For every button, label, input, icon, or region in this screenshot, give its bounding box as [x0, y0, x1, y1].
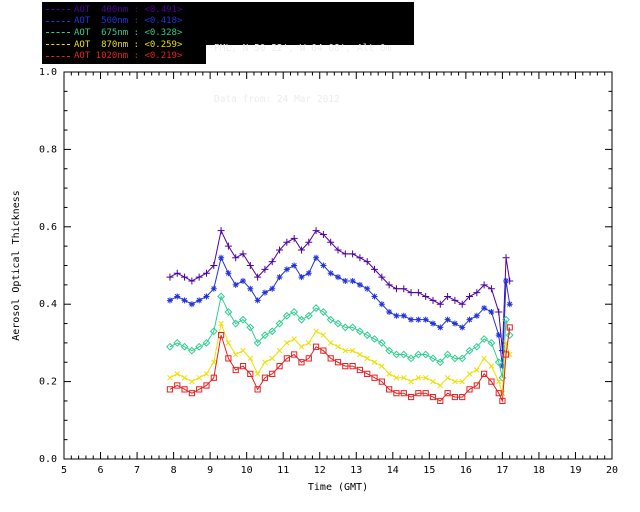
svg-text:14: 14: [387, 465, 399, 476]
svg-text:15: 15: [423, 465, 435, 476]
svg-text:11: 11: [277, 465, 289, 476]
legend-row: AOT 500nm : <0.418>: [46, 16, 202, 26]
legend-line-sample: [46, 32, 70, 34]
legend-label: AOT 675nm : <0.328>: [74, 27, 183, 38]
svg-text:5: 5: [61, 465, 67, 476]
svg-text:0.6: 0.6: [39, 222, 57, 233]
svg-text:0.4: 0.4: [39, 299, 57, 310]
series-aot-1020nm: [166, 324, 513, 405]
svg-text:9: 9: [207, 465, 213, 476]
svg-text:0.2: 0.2: [39, 377, 57, 388]
svg-text:19: 19: [569, 465, 581, 476]
svg-text:18: 18: [533, 465, 545, 476]
svg-text:10: 10: [241, 465, 253, 476]
legend-row: AOT 870nm : <0.259>: [46, 40, 202, 50]
svg-text:1.0: 1.0: [39, 67, 57, 78]
legend-row: AOT 400nm : <0.491>: [46, 5, 202, 15]
svg-text:0.8: 0.8: [39, 144, 57, 155]
svg-text:8: 8: [171, 465, 177, 476]
legend-label: AOT 870nm : <0.259>: [74, 39, 183, 50]
legend-label: AOT 1020nm : <0.219>: [74, 51, 183, 62]
legend-label: AOT 400nm : <0.491>: [74, 4, 183, 15]
legend-line-sample: [46, 44, 70, 46]
header-info: PML, N 50 22', W 04 08', Alt 0m Data fro…: [206, 2, 414, 105]
y-axis-label: Aerosol Optical Thickness: [11, 190, 22, 341]
y-axis: 0.0 0.2 0.4 0.6 0.8 1.0 Aerosol Optical Thickn…: [11, 67, 612, 465]
series-aot-675nm: [166, 292, 514, 382]
station-info: PML, N 50 22', W 04 08', Alt 0m: [214, 43, 392, 54]
legend-line-sample: [46, 20, 70, 22]
x-axis: 5 6 7 8 9 10 11 12 13 14 15 16 17 18 19 20 Time (GMT): [61, 72, 618, 493]
svg-text:7: 7: [134, 465, 140, 476]
svg-text:20: 20: [606, 465, 618, 476]
legend-label: AOT 500nm : <0.418>: [74, 16, 183, 27]
legend-line-sample: [46, 9, 70, 11]
series-aot-500nm: [166, 254, 513, 370]
svg-text:6: 6: [98, 465, 104, 476]
legend-line-sample: [46, 55, 70, 57]
legend: AOT 400nm : <0.491> AOT 500nm : <0.418> AO…: [42, 2, 206, 64]
svg-text:0.0: 0.0: [39, 454, 57, 465]
series-aot-400nm: [166, 227, 514, 355]
svg-text:12: 12: [314, 465, 326, 476]
series-aot-870nm: [167, 320, 513, 396]
legend-row: AOT 675nm : <0.328>: [46, 28, 202, 38]
svg-text:13: 13: [350, 465, 362, 476]
legend-row: AOT 1020nm : <0.219>: [46, 51, 202, 61]
svg-text:16: 16: [460, 465, 472, 476]
x-axis-label: Time (GMT): [308, 482, 368, 493]
date-info: Data from: 24 Mar 2012: [214, 94, 340, 105]
svg-text:17: 17: [496, 465, 508, 476]
